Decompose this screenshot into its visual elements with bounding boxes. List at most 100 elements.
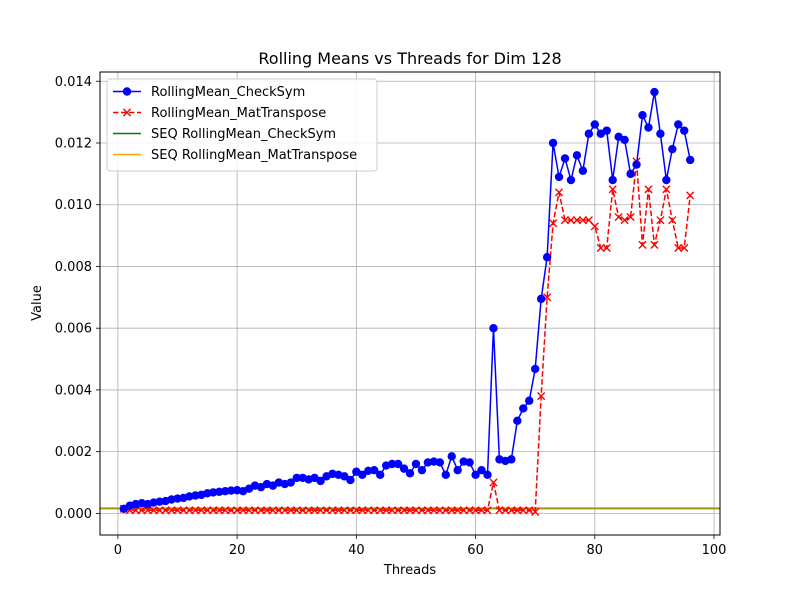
series-0 <box>119 87 695 513</box>
data-point <box>334 506 343 515</box>
data-point <box>262 506 272 515</box>
data-point <box>399 506 409 515</box>
data-point <box>542 253 552 262</box>
data-point <box>507 506 516 515</box>
data-point <box>388 506 397 515</box>
data-point <box>662 185 671 194</box>
data-point <box>578 166 588 175</box>
data-point <box>179 506 188 515</box>
legend: RollingMean_CheckSym RollingMean_MatTrans… <box>106 78 378 172</box>
legend-marker <box>122 108 132 117</box>
data-point <box>578 216 587 225</box>
data-point <box>530 364 540 374</box>
data-point <box>584 129 594 138</box>
data-point <box>346 506 355 515</box>
data-point <box>411 506 421 515</box>
data-point <box>632 160 641 169</box>
data-point <box>453 506 462 515</box>
data-point <box>226 486 236 495</box>
data-point <box>137 506 146 515</box>
data-point <box>435 506 444 515</box>
data-point <box>566 175 576 185</box>
data-point <box>608 185 617 194</box>
data-point <box>590 120 600 129</box>
data-point <box>441 506 450 515</box>
legend-label: RollingMean_MatTranspose <box>151 106 326 121</box>
data-point <box>250 506 260 515</box>
data-point <box>662 175 671 185</box>
legend-marker <box>122 87 132 96</box>
data-point <box>644 123 653 132</box>
data-point <box>417 465 427 475</box>
data-point <box>471 506 480 515</box>
data-point <box>393 506 403 515</box>
data-point <box>453 465 462 475</box>
data-point <box>375 470 385 480</box>
data-point <box>209 506 218 515</box>
legend-item-2: SEQ RollingMean_CheckSym <box>113 127 336 142</box>
data-point <box>596 243 605 253</box>
y-tick-label: 0.000 <box>55 507 92 522</box>
data-point <box>489 323 498 333</box>
data-point <box>572 151 582 160</box>
data-point <box>572 216 582 225</box>
data-point <box>650 240 659 249</box>
data-point <box>256 506 266 515</box>
y-axis-label: Value <box>30 285 45 321</box>
data-point <box>465 458 474 467</box>
data-point <box>554 188 564 197</box>
data-point <box>405 469 415 478</box>
data-point <box>280 506 289 515</box>
data-point <box>501 506 510 515</box>
data-point <box>584 216 593 225</box>
x-tick-label: 20 <box>229 543 246 558</box>
data-point <box>274 506 283 515</box>
data-point <box>286 478 295 487</box>
data-point <box>513 416 522 425</box>
data-point <box>477 506 486 515</box>
plot-series <box>100 87 720 516</box>
data-point <box>268 506 277 515</box>
data-point <box>608 175 617 185</box>
x-axis: 0 20 40 60 80 100 <box>114 535 726 558</box>
data-point <box>358 506 367 515</box>
data-point <box>519 404 528 413</box>
data-point <box>668 216 677 225</box>
data-point <box>149 506 158 515</box>
data-point <box>650 87 659 97</box>
data-point <box>155 506 164 515</box>
data-point <box>376 506 385 515</box>
data-point <box>435 458 445 467</box>
data-point <box>411 459 421 469</box>
data-point <box>680 126 689 135</box>
data-point <box>638 111 647 120</box>
data-point <box>537 392 546 401</box>
data-point <box>477 465 486 475</box>
y-tick-label: 0.004 <box>55 383 92 398</box>
data-point <box>328 506 337 515</box>
data-point <box>447 452 456 461</box>
legend-box <box>106 78 378 172</box>
data-point <box>441 470 450 480</box>
data-point <box>292 473 301 483</box>
series-1 <box>119 157 695 516</box>
data-point <box>370 506 379 515</box>
data-point <box>531 507 540 516</box>
data-point <box>227 506 236 515</box>
data-point <box>238 506 248 515</box>
data-point <box>626 212 635 222</box>
y-tick-label: 0.012 <box>55 136 92 151</box>
legend-label: SEQ RollingMean_CheckSym <box>151 127 336 142</box>
data-point <box>668 144 677 154</box>
data-point <box>346 475 355 485</box>
data-point <box>548 138 558 148</box>
data-point <box>370 465 379 475</box>
data-point <box>560 154 570 163</box>
data-point <box>483 506 492 515</box>
legend-label: RollingMean_CheckSym <box>151 85 305 100</box>
data-point <box>167 506 176 515</box>
data-point <box>352 506 361 515</box>
legend-item-0: RollingMean_CheckSym <box>113 85 305 100</box>
